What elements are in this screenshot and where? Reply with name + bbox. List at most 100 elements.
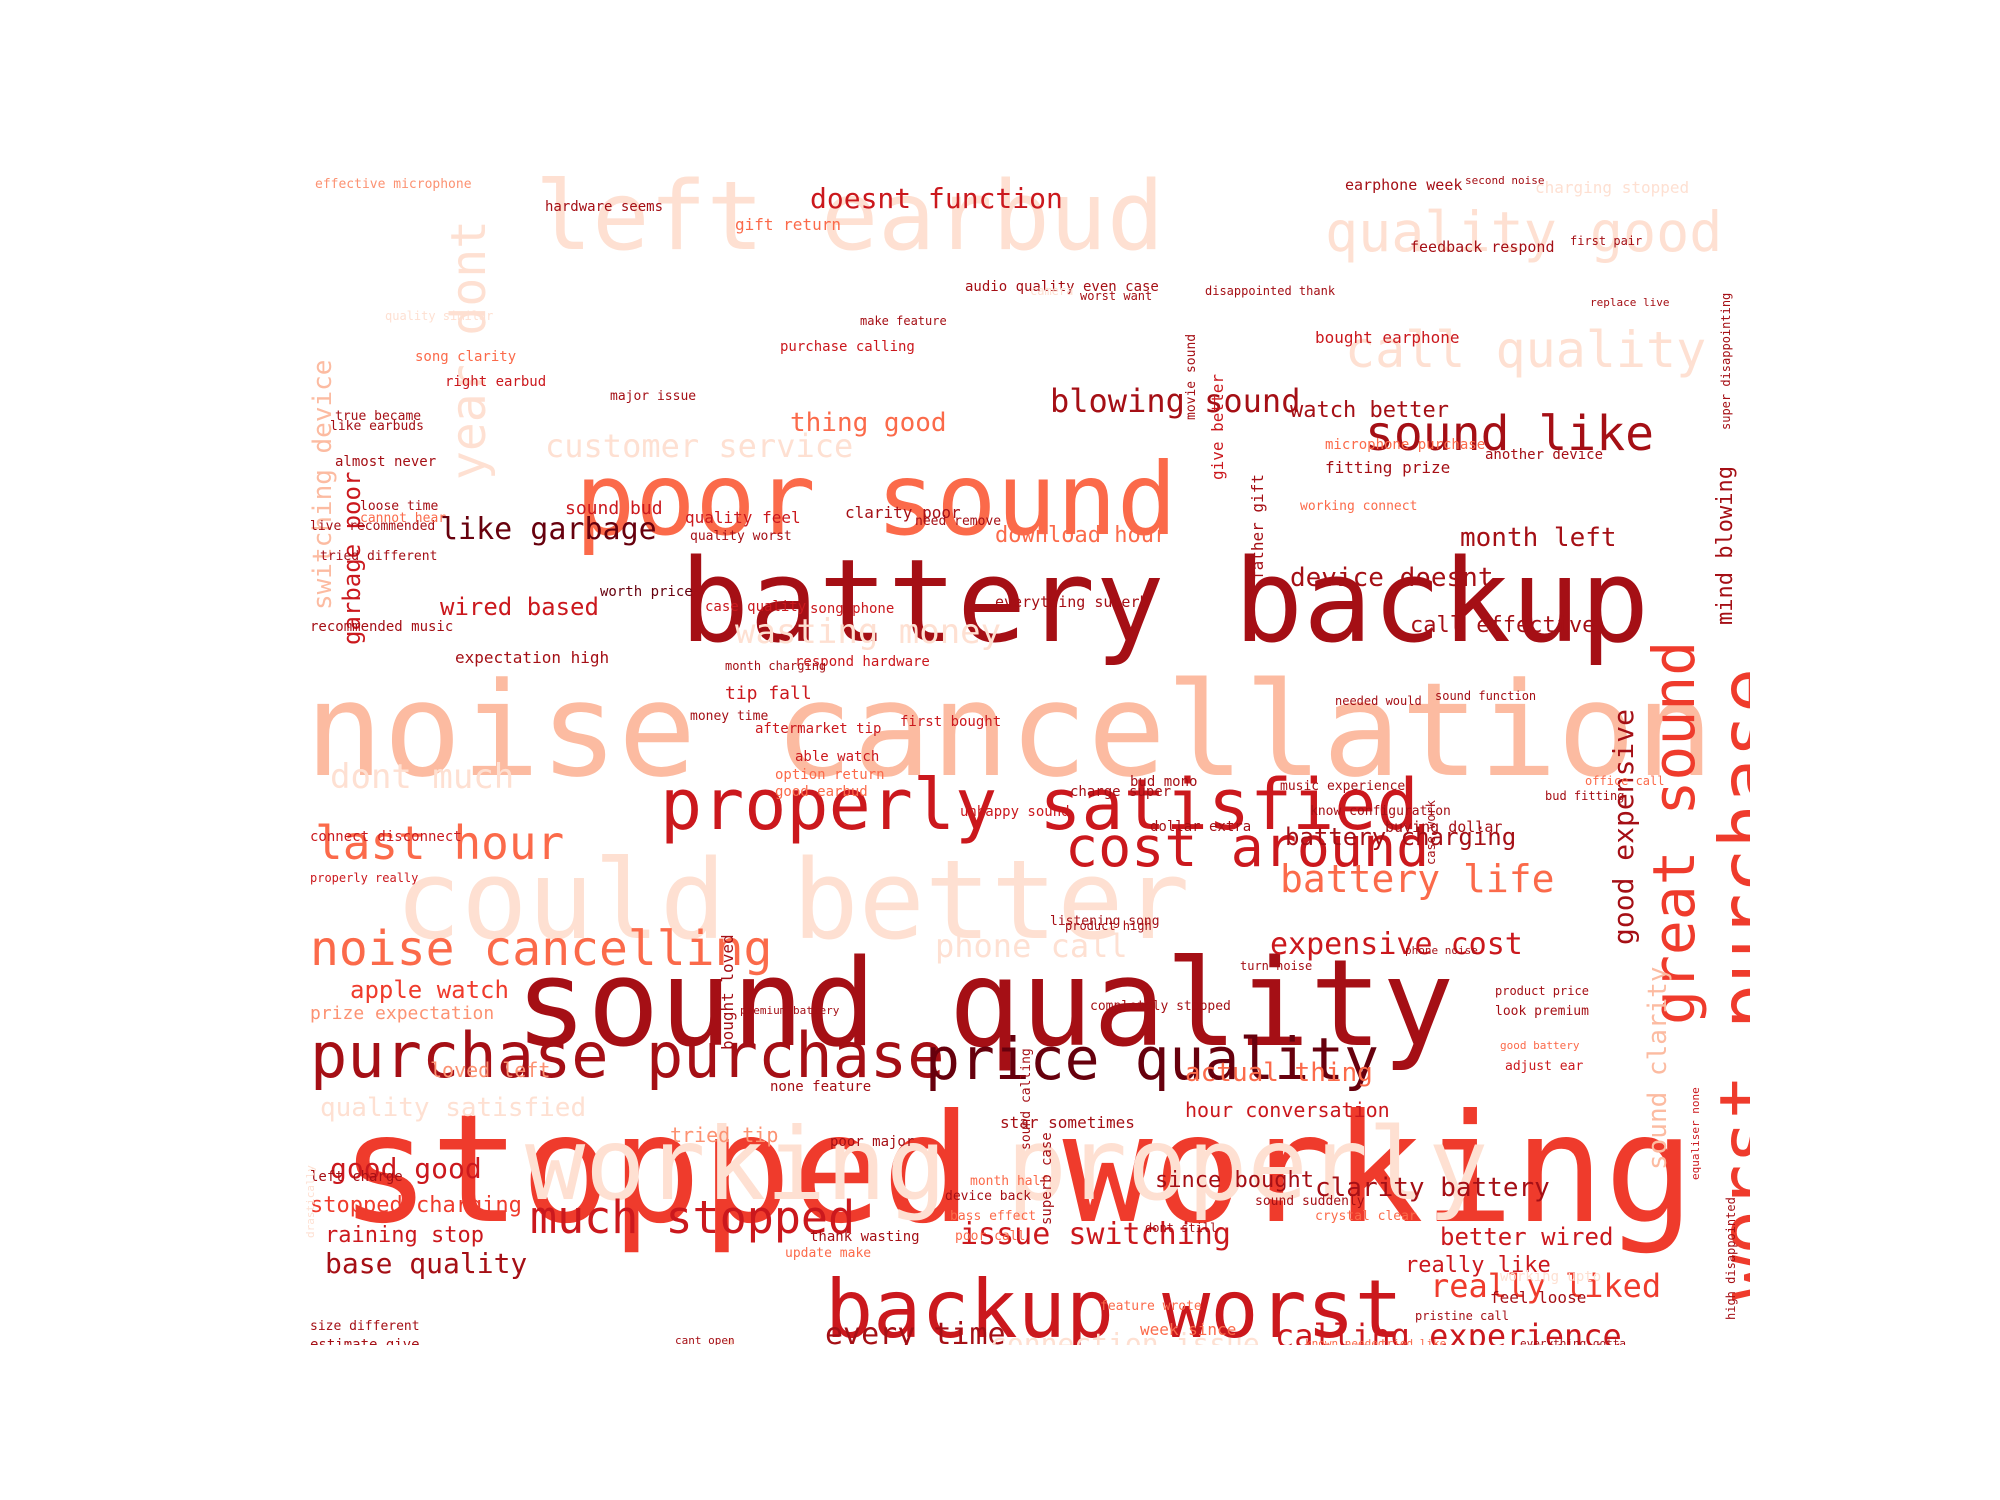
cloud-word: phone noise xyxy=(1405,944,1478,957)
cloud-word: disappointed thank xyxy=(1205,284,1336,298)
cloud-word: device back xyxy=(945,1189,1032,1204)
cloud-word: adjust ear xyxy=(1505,1059,1584,1074)
cloud-word: song clarity xyxy=(415,349,517,365)
cloud-word: sound suddenly xyxy=(1255,1194,1365,1209)
cloud-word: need remove xyxy=(915,514,1002,529)
cloud-word: call quality xyxy=(1345,321,1707,379)
cloud-word: gift return xyxy=(735,215,841,234)
cloud-word: everything gotta xyxy=(1520,1337,1626,1345)
cloud-word: prize expectation xyxy=(310,1003,495,1024)
cloud-word: quality similar xyxy=(385,309,494,323)
cloud-word: song phone xyxy=(810,601,895,617)
cloud-word: high disappointed xyxy=(1724,1197,1738,1320)
cloud-word: camera xyxy=(1030,284,1074,298)
cloud-word: live recommended xyxy=(310,519,436,534)
cloud-word: cost around xyxy=(1065,815,1430,879)
cloud-word: doesnt function xyxy=(810,182,1063,215)
cloud-word: working properly xyxy=(525,1106,1489,1223)
cloud-word: estimate give xyxy=(310,1337,420,1345)
cloud-word: connection issue xyxy=(990,1327,1260,1346)
cloud-word: completely stopped xyxy=(1090,999,1231,1014)
cloud-word: none feature xyxy=(770,1079,872,1095)
cloud-word: worth price xyxy=(600,584,693,600)
cloud-word: since bought xyxy=(1155,1168,1314,1193)
cloud-word: tip fall xyxy=(725,683,812,704)
cloud-word: effective microphone xyxy=(315,177,472,192)
cloud-word: major issue xyxy=(610,389,697,404)
cloud-word: second noise xyxy=(1465,174,1545,187)
cloud-word: compare price xyxy=(350,1335,820,1345)
cloud-word: thing good xyxy=(790,408,947,438)
cloud-word: battery backup xyxy=(680,535,1650,669)
cloud-word: bought earphone xyxy=(1315,328,1460,347)
cloud-word: update make xyxy=(785,1246,872,1261)
cloud-word: worst want xyxy=(1080,289,1153,303)
cloud-word: calling experience xyxy=(1275,1317,1622,1345)
cloud-word: microphone purchase xyxy=(1325,437,1486,453)
cloud-word: good good xyxy=(330,1152,482,1185)
cloud-word: sound function xyxy=(1435,689,1537,703)
cloud-word: premium battery xyxy=(740,1004,840,1017)
cloud-word: charge super xyxy=(1070,784,1172,800)
cloud-word: super disappointing xyxy=(1719,292,1733,430)
cloud-word: quality satisfied xyxy=(320,1093,587,1123)
cloud-word: know configuration xyxy=(1310,804,1451,819)
cloud-word: could better xyxy=(395,836,1190,964)
cloud-word: dont still xyxy=(1145,1221,1218,1235)
cloud-word: like garbage xyxy=(440,512,657,547)
cloud-word: quality good xyxy=(1325,200,1723,264)
cloud-word: good expensive xyxy=(1607,708,1640,945)
cloud-word: watch better xyxy=(1290,398,1449,423)
cloud-word: sound like xyxy=(1365,406,1654,462)
cloud-word: week since xyxy=(1140,1320,1237,1339)
cloud-word: product price xyxy=(1495,984,1589,998)
cloud-word: aftermarket tip xyxy=(755,721,882,737)
cloud-word: poor major xyxy=(830,1134,915,1150)
cloud-word: properly really xyxy=(310,871,419,885)
cloud-word: hardware seems xyxy=(545,199,664,215)
cloud-word: first bought xyxy=(900,714,1002,730)
cloud-word: noise cancelling xyxy=(310,921,773,977)
cloud-word: battery life xyxy=(1280,857,1555,901)
cloud-word: bud fitting xyxy=(1545,789,1625,803)
cloud-word: download hour xyxy=(995,523,1168,548)
cloud-word: almost never xyxy=(335,454,437,470)
cloud-word: cannot hear xyxy=(360,511,447,526)
cloud-word: give better xyxy=(1208,374,1227,480)
cloud-word: charging stopped xyxy=(1535,178,1690,197)
cloud-word: dollar extra xyxy=(1150,819,1252,835)
cloud-word: poor sound xyxy=(575,441,1178,558)
cloud-word: father gift xyxy=(1248,474,1267,580)
cloud-word: month left xyxy=(1460,523,1617,553)
cloud-word: known needed xyxy=(1305,1337,1385,1345)
cloud-word: tried different xyxy=(320,549,438,564)
cloud-word: like earbuds xyxy=(330,419,424,434)
cloud-word: option return xyxy=(775,767,885,783)
cloud-word: quality feel xyxy=(685,508,801,527)
cloud-word: expensive cost xyxy=(1270,927,1523,962)
cloud-word: sound clarity xyxy=(1643,966,1673,1171)
cloud-word: needed would xyxy=(1335,694,1422,708)
cloud-word: earphone week xyxy=(1345,176,1463,194)
cloud-word: make feature xyxy=(860,314,947,328)
cloud-word: blowing sound xyxy=(1050,382,1301,420)
cloud-word: connect disconnect xyxy=(310,829,462,845)
cloud-word: feel loose xyxy=(1490,1288,1587,1307)
cloud-word: respond hardware xyxy=(795,654,930,670)
cloud-word: left charge xyxy=(310,1169,403,1185)
cloud-word: everything superb xyxy=(995,593,1149,611)
cloud-word: much stopped xyxy=(530,1191,856,1244)
cloud-word: quality worst xyxy=(690,529,792,544)
cloud-word: buying dollar xyxy=(1385,818,1503,836)
cloud-word: listening song xyxy=(1050,914,1160,929)
cloud-word: music experience xyxy=(1280,779,1406,794)
cloud-word: turn noise xyxy=(1240,959,1313,973)
cloud-word: feedback respond xyxy=(1410,238,1555,256)
cloud-word: last hour xyxy=(315,816,565,870)
cloud-word: customer service xyxy=(545,427,854,465)
cloud-word: expectation high xyxy=(455,648,610,667)
cloud-word: wired based xyxy=(440,593,599,621)
cloud-word: case quality xyxy=(705,599,807,615)
cloud-word: left earbud xyxy=(535,170,1165,272)
cloud-word: really like xyxy=(1405,1253,1551,1278)
